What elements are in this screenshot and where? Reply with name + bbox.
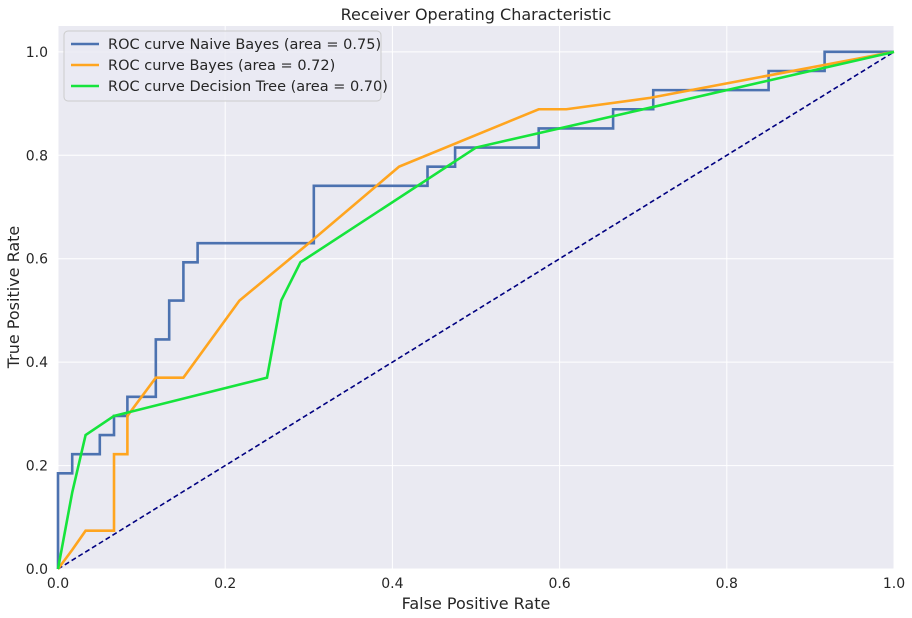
- x-tick-label: 0.8: [716, 576, 738, 592]
- y-tick-label: 0.8: [26, 148, 48, 164]
- x-tick-label: 0.4: [381, 576, 403, 592]
- legend-label-decision-tree: ROC curve Decision Tree (area = 0.70): [108, 79, 388, 95]
- grid-lines: [57, 26, 895, 570]
- legend-box: [63, 30, 382, 102]
- roc-line-naive-bayes: [56, 50, 894, 569]
- plot-background: [58, 26, 894, 569]
- y-tick-label: 0.2: [26, 459, 48, 475]
- series-lines: [56, 50, 895, 570]
- legend-label-naive-bayes: ROC curve Naive Bayes (area = 0.75): [108, 37, 381, 53]
- x-tick-label: 0.2: [214, 576, 236, 592]
- y-tick-label: 1.0: [26, 45, 48, 61]
- x-tick-label: 0.0: [47, 576, 69, 592]
- y-tick-label: 0.6: [26, 252, 48, 268]
- roc-line-decision-tree: [56, 50, 895, 570]
- x-axis-label: False Positive Rate: [402, 594, 551, 613]
- x-tick-label: 0.6: [548, 576, 570, 592]
- x-tick-label: 1.0: [883, 576, 905, 592]
- y-tick-label: 0.4: [26, 355, 48, 371]
- y-tick-label: 0.0: [26, 562, 48, 578]
- roc-line-bayes: [56, 50, 895, 570]
- chart-title: Receiver Operating Characteristic: [341, 5, 612, 24]
- legend: ROC curve Naive Bayes (area = 0.75) ROC …: [63, 30, 388, 102]
- tick-labels: 0.0 0.2 0.4 0.6 0.8 1.0 0.0 0.2 0.4 0.6 0.8 1.0: [26, 45, 905, 592]
- chance-diagonal-line: [57, 51, 895, 570]
- legend-label-bayes: ROC curve Bayes (area = 0.72): [108, 58, 335, 74]
- y-axis-label: True Positive Rate: [4, 226, 23, 370]
